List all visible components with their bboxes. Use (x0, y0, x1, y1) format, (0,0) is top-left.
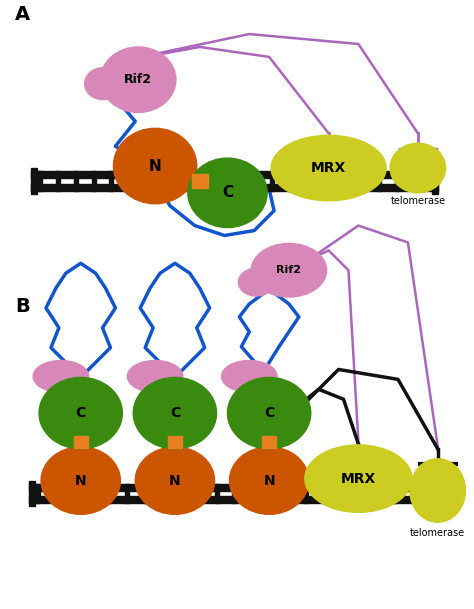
Bar (411, 484, 415, 504)
Bar (232, 484, 237, 504)
Bar (143, 484, 147, 504)
Ellipse shape (39, 378, 122, 449)
Bar (429, 484, 433, 504)
Ellipse shape (188, 158, 267, 228)
Bar (375, 484, 379, 504)
Text: MRX: MRX (341, 471, 376, 485)
Ellipse shape (100, 47, 176, 113)
Bar (262, 436, 276, 448)
Bar (91, 171, 96, 191)
Text: C: C (170, 406, 180, 420)
Bar (437, 481, 443, 507)
Bar (322, 484, 326, 504)
Bar (161, 484, 165, 504)
Ellipse shape (251, 244, 327, 297)
Bar (197, 484, 201, 504)
Bar (72, 484, 76, 504)
Text: N: N (263, 474, 275, 488)
Bar (270, 171, 274, 191)
Ellipse shape (113, 128, 197, 204)
Ellipse shape (135, 447, 215, 515)
Bar (324, 171, 328, 191)
Bar (393, 484, 397, 504)
Bar (74, 436, 88, 448)
Bar (250, 484, 254, 504)
Text: N: N (149, 158, 162, 174)
Bar (38, 171, 42, 191)
Bar (31, 168, 37, 194)
Bar (181, 171, 185, 191)
Bar (235, 171, 238, 191)
Bar (36, 484, 40, 504)
Bar (215, 484, 219, 504)
Ellipse shape (410, 459, 465, 523)
Bar (339, 484, 344, 504)
Bar (29, 484, 443, 490)
Text: telomerase: telomerase (410, 528, 465, 538)
Bar (268, 484, 272, 504)
Ellipse shape (221, 361, 277, 392)
Bar (192, 174, 208, 188)
Bar (74, 171, 78, 191)
Bar (432, 168, 438, 194)
Bar (31, 171, 438, 178)
Text: A: A (15, 5, 30, 24)
Bar (288, 171, 292, 191)
Ellipse shape (133, 378, 217, 449)
Bar (168, 436, 182, 448)
Bar (128, 171, 131, 191)
Bar (90, 484, 93, 504)
Ellipse shape (41, 447, 120, 515)
Bar (413, 171, 417, 191)
Bar (252, 171, 256, 191)
Bar (109, 171, 113, 191)
Text: N: N (75, 474, 87, 488)
Text: C: C (264, 406, 274, 420)
Bar (56, 171, 60, 191)
Text: Rif2: Rif2 (124, 73, 152, 86)
Ellipse shape (305, 445, 412, 512)
Bar (217, 171, 220, 191)
Text: N: N (169, 474, 181, 488)
Ellipse shape (229, 447, 309, 515)
Ellipse shape (128, 361, 183, 392)
Bar (431, 171, 435, 191)
Bar (163, 171, 167, 191)
Text: C: C (75, 406, 86, 420)
Text: MRX: MRX (311, 161, 346, 175)
Bar (145, 171, 149, 191)
Bar (29, 496, 443, 504)
Bar (304, 484, 308, 504)
Ellipse shape (238, 268, 274, 296)
Text: B: B (15, 297, 30, 316)
Bar (286, 484, 290, 504)
Text: Rif2: Rif2 (276, 266, 301, 275)
Ellipse shape (390, 143, 446, 193)
Bar (359, 171, 363, 191)
Bar (306, 171, 310, 191)
Bar (54, 484, 58, 504)
Bar (31, 184, 438, 191)
Bar (125, 484, 129, 504)
Ellipse shape (271, 135, 386, 201)
Bar (395, 171, 399, 191)
Bar (199, 171, 203, 191)
Ellipse shape (33, 361, 89, 392)
Bar (29, 481, 35, 507)
Bar (377, 171, 381, 191)
Text: C: C (222, 185, 233, 200)
Bar (341, 171, 346, 191)
Bar (357, 484, 361, 504)
Text: telomerase: telomerase (390, 196, 446, 206)
Ellipse shape (85, 68, 120, 99)
Bar (108, 484, 111, 504)
Bar (179, 484, 183, 504)
Ellipse shape (228, 378, 311, 449)
